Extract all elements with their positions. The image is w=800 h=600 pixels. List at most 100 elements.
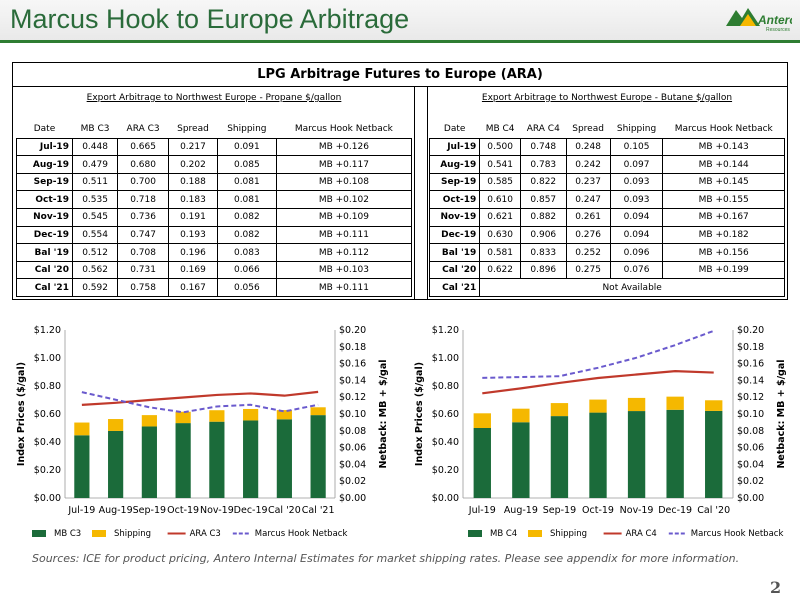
legend-label: Shipping bbox=[114, 529, 151, 539]
table-cell: 0.700 bbox=[117, 172, 169, 192]
table-row: Cal '21 0.592 0.758 0.167 0.056 MB +0.111 bbox=[16, 278, 413, 298]
column-header: ARA C3 bbox=[117, 120, 169, 139]
table-row: Jul-19 0.448 0.665 0.217 0.091 MB +0.126 bbox=[16, 137, 413, 157]
propane-caption: Export Arbitrage to Northwest Europe - P… bbox=[86, 92, 342, 103]
table-cell: 0.545 bbox=[71, 208, 119, 227]
x-tick-label: Nov-19 bbox=[200, 505, 234, 516]
table-cell: 0.081 bbox=[216, 190, 277, 210]
table-cell: 0.512 bbox=[71, 243, 119, 262]
table-cell: Aug-19 bbox=[16, 155, 73, 174]
column-header: Date bbox=[16, 120, 73, 139]
bar-mb-c3 bbox=[141, 426, 157, 498]
x-tick-label: Sep-19 bbox=[543, 505, 576, 516]
bar-shipping bbox=[243, 408, 259, 421]
table-row: Aug-19 0.541 0.783 0.242 0.097 MB +0.144 bbox=[428, 155, 785, 174]
table-cell: Oct-19 bbox=[16, 190, 73, 210]
table-row: Sep-19 0.585 0.822 0.237 0.093 MB +0.145 bbox=[428, 172, 785, 192]
table-cell: Aug-19 bbox=[428, 155, 481, 174]
y-tick-label: $1.20 bbox=[34, 325, 61, 336]
table-cell: 0.083 bbox=[216, 243, 277, 262]
page-title: Marcus Hook to Europe Arbitrage bbox=[10, 4, 410, 34]
table-cell: 0.196 bbox=[167, 243, 218, 262]
table-cell: 0.183 bbox=[167, 190, 218, 210]
table-cell: 0.097 bbox=[609, 155, 664, 174]
y-axis-label: Index Prices ($/gal) bbox=[16, 362, 27, 466]
x-tick-label: Aug-19 bbox=[99, 505, 133, 516]
table-cell: 0.736 bbox=[117, 208, 169, 227]
table-cell: 0.096 bbox=[609, 243, 664, 262]
arbitrage-table: LPG Arbitrage Futures to Europe (ARA) Ex… bbox=[12, 62, 788, 300]
table-cell: 0.094 bbox=[609, 208, 664, 227]
x-tick-label: Nov-19 bbox=[620, 505, 654, 516]
title-rule bbox=[0, 40, 800, 43]
y-tick-label: $0.20 bbox=[432, 465, 459, 476]
x-tick-label: Cal '20 bbox=[268, 505, 301, 516]
y2-tick-label: $0.04 bbox=[339, 459, 366, 470]
bar-shipping bbox=[175, 411, 191, 424]
column-header: Marcus Hook Netback bbox=[662, 120, 785, 139]
y-tick-label: $0.60 bbox=[34, 409, 61, 420]
y2-tick-label: $0.18 bbox=[737, 342, 764, 353]
bar-shipping bbox=[473, 413, 491, 428]
y-tick-label: $0.40 bbox=[34, 437, 61, 448]
table-cell: 0.896 bbox=[519, 260, 567, 280]
bar-mb-c4 bbox=[666, 409, 684, 498]
butane-caption: Export Arbitrage to Northwest Europe - B… bbox=[481, 92, 733, 103]
table-cell: Cal '21 bbox=[16, 278, 73, 298]
column-header: ARA C4 bbox=[520, 120, 567, 139]
bar-shipping bbox=[550, 403, 569, 417]
table-cell: 0.105 bbox=[609, 137, 664, 157]
bar-mb-c4 bbox=[627, 411, 646, 498]
legend-swatch bbox=[528, 530, 542, 537]
legend-label: ARA C4 bbox=[626, 529, 657, 539]
table-row: Cal '21 Not Available bbox=[428, 278, 785, 298]
table-cell: 0.085 bbox=[216, 155, 277, 174]
bar-mb-c4 bbox=[512, 422, 530, 498]
table-row: Nov-19 0.621 0.882 0.261 0.094 MB +0.167 bbox=[428, 208, 785, 227]
table-cell: 0.188 bbox=[167, 172, 218, 192]
table-cell: MB +0.111 bbox=[275, 225, 413, 245]
y2-tick-label: $0.20 bbox=[737, 325, 764, 336]
table-cell: 0.479 bbox=[71, 155, 119, 174]
table-row: Sep-19 0.511 0.700 0.188 0.081 MB +0.108 bbox=[16, 172, 413, 192]
table-cell: Bal '19 bbox=[16, 243, 73, 262]
bar-mb-c4 bbox=[589, 412, 607, 498]
y2-tick-label: $0.06 bbox=[737, 443, 764, 454]
y2-tick-label: $0.16 bbox=[339, 359, 366, 370]
table-cell: MB +0.117 bbox=[275, 155, 413, 174]
y2-tick-label: $0.08 bbox=[737, 426, 764, 437]
table-cell: 0.237 bbox=[565, 172, 611, 192]
table-cell: Nov-19 bbox=[16, 208, 73, 227]
bar-shipping bbox=[141, 415, 157, 427]
bar-shipping bbox=[705, 400, 723, 411]
bar-shipping bbox=[589, 399, 607, 413]
table-cell: 0.056 bbox=[216, 278, 277, 298]
table-cell: 0.621 bbox=[479, 208, 521, 227]
y2-axis-label: Netback: MB + $/gal bbox=[378, 359, 389, 468]
x-tick-label: Dec-19 bbox=[658, 505, 692, 516]
bar-mb-c3 bbox=[243, 420, 259, 498]
column-header: Date bbox=[429, 120, 480, 139]
table-cell: 0.076 bbox=[609, 260, 664, 280]
table-cell: 0.680 bbox=[117, 155, 169, 174]
table-cell: Cal '21 bbox=[428, 278, 481, 298]
bar-mb-c3 bbox=[209, 421, 225, 498]
table-cell: Jul-19 bbox=[16, 137, 73, 157]
table-cell: 0.882 bbox=[519, 208, 567, 227]
bar-shipping bbox=[666, 396, 684, 410]
table-cell: Cal '20 bbox=[16, 260, 73, 280]
butane-chart: $0.00 $0.20 $0.40 $0.60 $0.80 $1.00 $1.20 $0.00… bbox=[414, 325, 787, 539]
table-cell: MB +0.143 bbox=[662, 137, 785, 157]
y2-tick-label: $0.00 bbox=[737, 493, 764, 504]
table-cell: MB +0.126 bbox=[275, 137, 413, 157]
table-cell: 0.217 bbox=[167, 137, 218, 157]
propane-chart: $0.00 $0.20 $0.40 $0.60 $0.80 $1.00 $1.20 $0.00… bbox=[16, 325, 389, 539]
y2-tick-label: $0.10 bbox=[737, 409, 764, 420]
line-ara-c4 bbox=[482, 370, 714, 395]
table-cell: 0.093 bbox=[609, 172, 664, 192]
bar-shipping bbox=[627, 397, 646, 412]
y2-axis-label: Netback: MB + $/gal bbox=[776, 359, 787, 468]
bar-mb-c3 bbox=[276, 419, 292, 498]
column-header: MB C3 bbox=[72, 120, 118, 139]
table-cell: 0.554 bbox=[71, 225, 119, 245]
